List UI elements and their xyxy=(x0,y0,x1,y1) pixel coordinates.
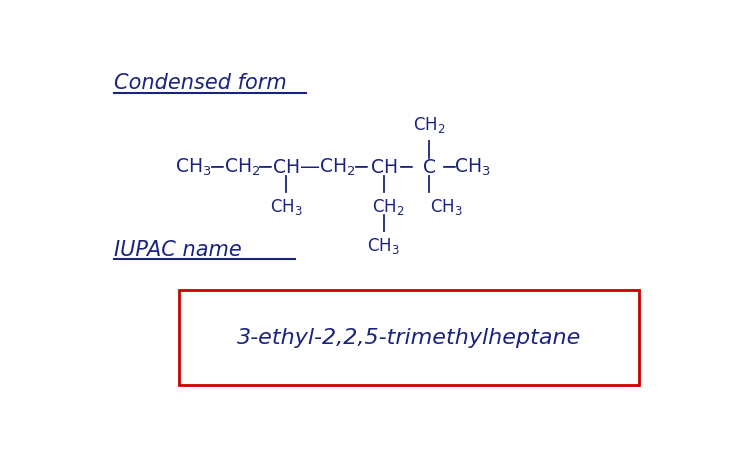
Text: $\mathsf{CH_3}$: $\mathsf{CH_3}$ xyxy=(367,236,400,256)
Text: Condensed form: Condensed form xyxy=(114,73,286,93)
Text: —: — xyxy=(300,158,320,177)
Text: $\mathsf{CH_2}$: $\mathsf{CH_2}$ xyxy=(413,115,445,135)
Text: −: − xyxy=(398,158,415,177)
Text: −: − xyxy=(209,158,226,177)
Text: −: − xyxy=(354,158,370,177)
Text: $\mathsf{CH}$: $\mathsf{CH}$ xyxy=(273,158,300,177)
Text: $\mathsf{CH_3}$: $\mathsf{CH_3}$ xyxy=(174,156,211,178)
Text: $\mathsf{CH_2}$: $\mathsf{CH_2}$ xyxy=(372,197,405,217)
Bar xyxy=(179,290,639,385)
Text: $\mathsf{CH_3}$: $\mathsf{CH_3}$ xyxy=(454,156,491,178)
Text: 3-ethyl-2,2,5-trimethylheptane: 3-ethyl-2,2,5-trimethylheptane xyxy=(237,327,581,348)
Text: $\mathsf{CH}$: $\mathsf{CH}$ xyxy=(370,158,397,177)
Text: $\mathsf{CH_3}$: $\mathsf{CH_3}$ xyxy=(270,197,303,217)
Text: −: − xyxy=(441,158,458,177)
Text: $\mathsf{CH_2}$: $\mathsf{CH_2}$ xyxy=(225,156,261,178)
Text: IUPAC name: IUPAC name xyxy=(114,240,241,260)
Text: $\mathsf{CH_2}$: $\mathsf{CH_2}$ xyxy=(319,156,355,178)
Text: −: − xyxy=(257,158,274,177)
Text: $\mathsf{C}$: $\mathsf{C}$ xyxy=(422,158,436,177)
Text: $\mathsf{CH_3}$: $\mathsf{CH_3}$ xyxy=(429,197,462,217)
